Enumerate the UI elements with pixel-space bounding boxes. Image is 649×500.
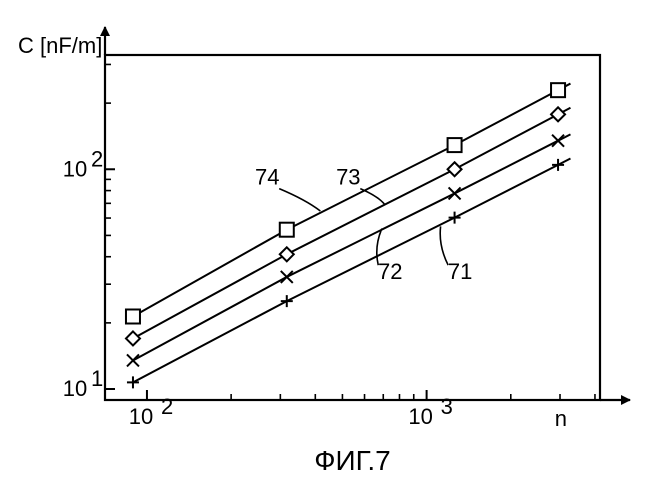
figure-caption: ФИГ.7	[314, 445, 391, 476]
series-annotation-73: 73	[336, 165, 360, 190]
x-tick-sup: 3	[441, 394, 453, 419]
series-marker-71	[449, 212, 461, 224]
series-marker-71	[281, 295, 293, 307]
y-tick-label: 10	[63, 156, 87, 181]
series-line-74	[133, 84, 571, 317]
series-marker-74	[280, 223, 294, 237]
series-marker-71	[552, 159, 564, 171]
series-marker-74	[448, 138, 462, 152]
x-tick-label: 10	[408, 404, 432, 429]
series-marker-71	[127, 376, 139, 388]
y-tick-sup: 2	[91, 146, 103, 171]
y-tick-sup: 1	[91, 366, 103, 391]
x-tick-label: 10	[129, 404, 153, 429]
series-marker-73	[280, 247, 294, 261]
x-axis-label: n	[555, 406, 567, 431]
series-marker-74	[551, 83, 565, 97]
y-tick-label: 10	[63, 376, 87, 401]
series-marker-73	[126, 331, 140, 345]
series-marker-73	[448, 162, 462, 176]
series-marker-74	[126, 309, 140, 323]
series-marker-72	[552, 135, 564, 147]
series-line-73	[133, 108, 571, 339]
series-line-71	[133, 159, 571, 383]
series-annotation-71: 71	[448, 259, 472, 284]
x-tick-sup: 2	[161, 394, 173, 419]
annotation-leader-74	[279, 189, 320, 211]
series-marker-72	[127, 354, 139, 366]
series-marker-72	[281, 271, 293, 283]
series-marker-73	[551, 107, 565, 121]
series-annotation-74: 74	[255, 165, 279, 190]
annotation-leader-73	[360, 189, 384, 205]
series-annotation-72: 72	[378, 259, 402, 284]
series-marker-72	[449, 187, 461, 199]
y-axis-label: C [nF/m]	[18, 33, 102, 58]
